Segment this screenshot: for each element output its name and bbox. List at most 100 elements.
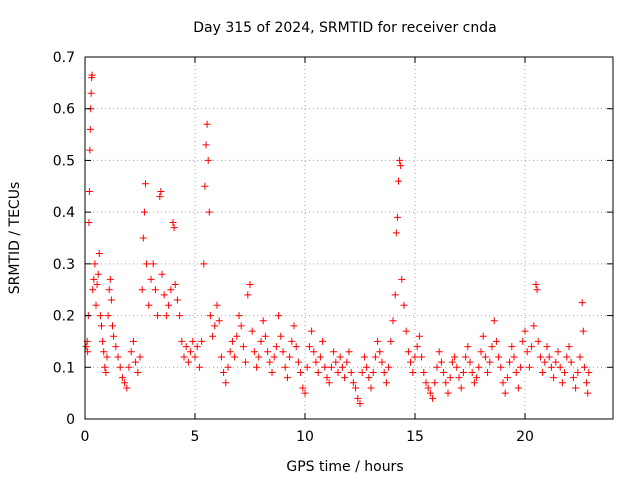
data-point [147,275,155,283]
y-tick-label: 0.5 [53,153,75,169]
data-point [270,353,278,361]
data-point [257,337,265,345]
data-point [495,353,503,361]
x-tick-label: 15 [406,429,424,445]
data-point [121,379,129,387]
data-point [539,368,547,376]
data-point [532,281,540,289]
data-point [246,281,254,289]
data-point [105,286,113,294]
data-point [157,187,165,195]
data-point [91,260,99,268]
axis-ticks [84,56,613,420]
data-point [316,353,324,361]
data-point [396,156,404,164]
data-point [139,234,147,242]
data-point [116,363,124,371]
data-point [112,343,120,351]
data-point [519,337,527,345]
data-point [106,275,114,283]
data-point [127,348,135,356]
data-point [426,389,434,397]
data-point [102,368,110,376]
data-point [314,368,322,376]
data-point [288,337,296,345]
data-point [466,358,474,366]
data-point [395,177,402,185]
data-point [297,368,305,376]
data-point [514,384,522,392]
data-point [217,353,225,361]
data-point [248,327,256,335]
data-point [567,358,575,366]
data-point [261,332,269,340]
data-point [96,312,104,320]
data-point [569,374,577,382]
data-point [279,348,287,356]
data-point [499,379,507,387]
data-point [484,368,492,376]
data-point [547,363,555,371]
data-point [387,337,395,345]
data-point [492,337,500,345]
data-point [107,296,115,304]
data-point [561,368,569,376]
data-point [558,379,566,387]
data-point [490,317,498,325]
data-point [94,270,102,278]
data-point [89,286,97,294]
data-point [459,368,467,376]
data-point [462,353,470,361]
data-point [308,327,316,335]
data-point [292,343,300,351]
y-tick-label: 0.2 [53,309,75,325]
data-point [211,322,219,330]
data-point [360,353,368,361]
data-point [226,348,234,356]
data-point [201,182,209,190]
x-axis-label: GPS time / hours [286,459,403,475]
data-point [354,394,362,402]
data-point [457,384,465,392]
data-point [470,379,478,387]
data-point [578,299,586,307]
data-point [367,384,375,392]
data-point [488,343,496,351]
data-point [380,368,388,376]
y-tick-label: 0.6 [53,102,75,118]
data-point [352,384,360,392]
data-point [477,348,485,356]
data-point [191,353,199,361]
data-point [508,343,516,351]
data-point [356,399,364,407]
data-point [442,379,450,387]
data-point [371,353,379,361]
tick-labels: 0 5 10 15 20 0 0.1 0.2 0.3 0.4 0.5 0.6 0.7 [53,50,534,445]
data-point [170,224,178,232]
data-point [95,250,103,258]
data-point [365,374,373,382]
data-point [142,180,149,188]
data-point [85,218,93,226]
data-point [176,312,184,320]
data-point [440,368,448,376]
chart-title: Day 315 of 2024, SRMTID for receiver cnd… [193,20,496,36]
data-point [343,358,351,366]
data-point [543,343,551,351]
data-point [398,275,406,283]
data-point [87,89,95,97]
data-point [237,322,245,330]
data-point [98,322,105,330]
data-point [404,348,412,356]
data-point [209,332,217,340]
data-point [376,348,384,356]
data-point [224,363,232,371]
data-point [448,358,456,366]
data-point [523,348,531,356]
data-point [323,374,331,382]
data-point [277,332,285,340]
data-point [156,193,164,201]
data-point [319,337,327,345]
data-point [409,368,417,376]
data-point [101,363,109,371]
